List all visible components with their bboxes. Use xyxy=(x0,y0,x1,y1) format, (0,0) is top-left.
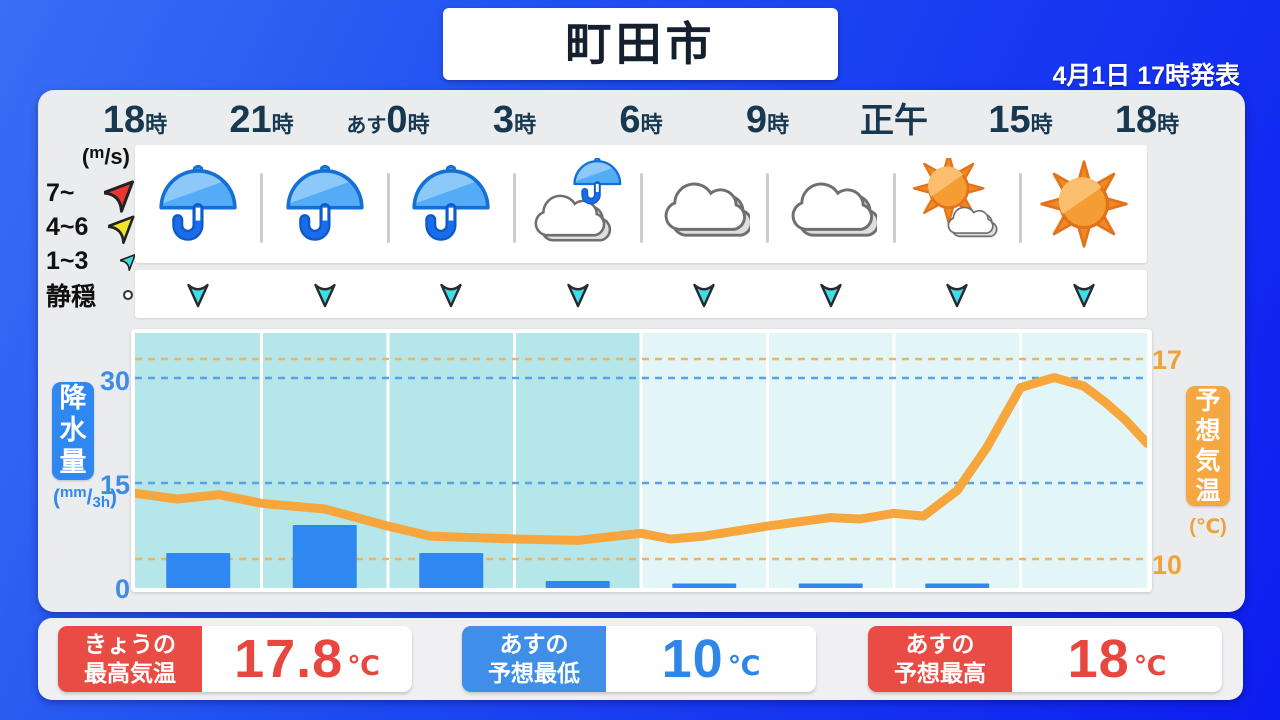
time-label: 15時 xyxy=(988,99,1053,141)
time-label: 18時 xyxy=(102,99,168,141)
card-today-high-label: きょうの 最高気温 xyxy=(58,626,202,692)
sunny-icon xyxy=(1038,158,1130,250)
column-divider xyxy=(1019,173,1022,243)
wind-legend-label: 静穏 xyxy=(46,283,97,311)
card-today-high: きょうの 最高気温 17.8 ℃ xyxy=(58,626,412,692)
forecast-panel: 18時 21時 あす0時 3時 6時 9時 正午 15時 18時 (m/s) 7~ 4~6 1~3 静… xyxy=(38,90,1245,612)
time-label: 6時 xyxy=(619,99,663,141)
cloudy-icon xyxy=(658,158,754,250)
summary-bar: きょうの 最高気温 17.8 ℃ あすの 予想最低 10 ℃ あすの 予想最高 18 ℃ xyxy=(38,618,1243,700)
announcement-time: 4月1日 17時発表 xyxy=(1052,62,1240,90)
wind-speed-unit-label: (m/s) xyxy=(81,143,130,169)
card-tomorrow-high-value: 18 ℃ xyxy=(1067,629,1167,689)
rain-icon xyxy=(152,158,244,250)
card-today-high-value: 17.8 ℃ xyxy=(234,629,380,689)
time-label: 3時 xyxy=(492,99,537,141)
precip-temp-chart xyxy=(130,333,1152,588)
time-label: あす0時 xyxy=(346,99,430,141)
wind-arrow-down-icon xyxy=(691,279,717,309)
card-tomorrow-low: あすの 予想最低 10 ℃ xyxy=(462,626,816,692)
temp-tick-10: 10 xyxy=(1152,550,1183,580)
time-axis-row: 18時 21時 あす0時 3時 6時 9時 正午 15時 18時 xyxy=(38,90,1245,146)
precip-tick-15: 15 xyxy=(99,470,130,500)
wind-legend-row: 7~ xyxy=(46,176,138,213)
precipitation-axis-chip: 降水量 xyxy=(52,382,94,480)
card-tomorrow-low-value: 10 ℃ xyxy=(661,629,761,689)
rain-then-cloudy-icon xyxy=(532,157,624,250)
temp-tick-17: 17 xyxy=(1152,345,1183,375)
partly-sunny-icon xyxy=(911,152,1003,250)
wind-direction-band xyxy=(135,270,1147,318)
cloudy-icon xyxy=(785,158,880,250)
wind-legend-row: 4~6 xyxy=(46,210,138,245)
precip-tick-30: 30 xyxy=(99,366,130,396)
calm-circle-icon xyxy=(122,289,134,301)
wind-arrow-down-icon xyxy=(565,279,591,309)
wind-arrow-down-icon xyxy=(944,279,970,309)
wind-legend-label: 4~6 xyxy=(46,212,89,241)
column-divider xyxy=(766,173,769,243)
yellow-arrow-ne-icon xyxy=(108,215,135,245)
column-divider xyxy=(260,173,263,243)
time-label: 9時 xyxy=(745,99,790,141)
wind-legend-label: 1~3 xyxy=(46,246,89,275)
column-divider xyxy=(513,173,516,243)
card-tomorrow-high-label: あすの 予想最高 xyxy=(868,626,1012,692)
time-label: 21時 xyxy=(229,99,294,141)
time-label: 正午 xyxy=(860,102,928,140)
rain-icon xyxy=(405,158,497,250)
card-tomorrow-high: あすの 予想最高 18 ℃ xyxy=(868,626,1222,692)
wind-arrow-down-icon xyxy=(1071,279,1097,309)
weather-icon-band xyxy=(135,145,1147,263)
red-arrow-ne-icon xyxy=(104,179,135,213)
wind-legend-row: 静穏 xyxy=(46,278,138,312)
time-label: 18時 xyxy=(1114,99,1180,141)
card-tomorrow-low-label: あすの 予想最低 xyxy=(462,626,606,692)
rain-icon xyxy=(279,158,371,250)
wind-arrow-down-icon xyxy=(312,279,338,309)
temperature-axis-chip: 予想気温 xyxy=(1186,386,1230,506)
column-divider xyxy=(639,173,643,243)
city-title: 町田市 xyxy=(443,8,838,80)
column-divider xyxy=(386,173,390,243)
wind-arrow-down-icon xyxy=(185,279,211,309)
wind-arrow-down-icon xyxy=(818,279,844,309)
temperature-unit-label: (℃) xyxy=(1189,516,1227,538)
precipitation-unit-label: (mm/3h) xyxy=(52,484,118,511)
cyan-arrow-ne-icon xyxy=(120,254,136,272)
precip-tick-0: 0 xyxy=(114,574,130,604)
wind-legend-label: 7~ xyxy=(46,178,75,207)
wind-legend-row: 1~3 xyxy=(46,244,138,278)
column-divider xyxy=(892,173,896,243)
wind-arrow-down-icon xyxy=(438,279,464,309)
